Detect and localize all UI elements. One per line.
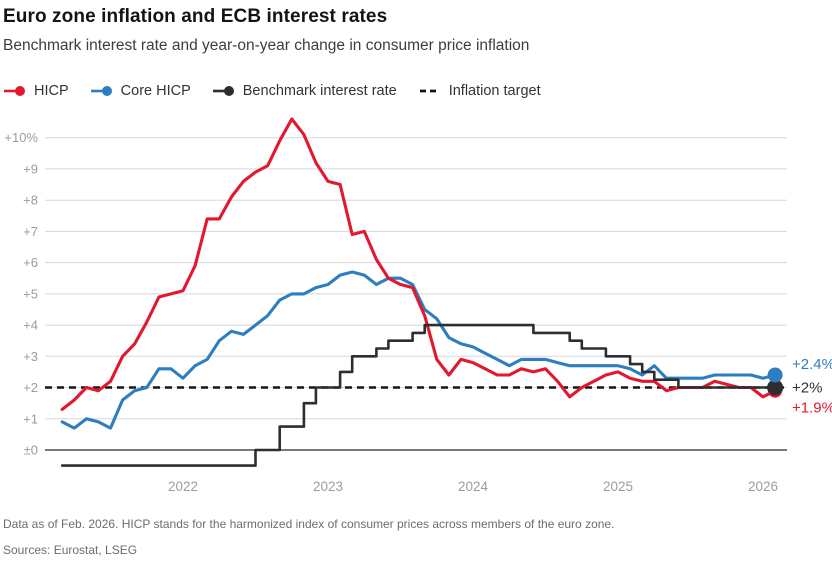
chart-legend: HICP Core HICP Benchmark interest rate I… — [3, 83, 541, 99]
legend-marker — [4, 86, 25, 96]
benchmark-interest-rate-line — [60, 323, 777, 467]
legend-item-hicp: HICP — [3, 83, 69, 99]
x-tick-label: 2025 — [603, 479, 633, 494]
hicp-line — [60, 117, 777, 411]
benchmark-end-dot — [767, 379, 784, 396]
x-tick-label: 2026 — [748, 479, 778, 494]
hicp-line-dot-icon — [3, 85, 27, 97]
y-tick-label: +10% — [4, 130, 38, 145]
legend-label-inflation-target: Inflation target — [448, 83, 541, 99]
legend-item-core-hicp: Core HICP — [90, 83, 191, 99]
y-tick-label: +3 — [23, 349, 38, 364]
legend-label-hicp: HICP — [34, 83, 69, 99]
legend-marker — [212, 86, 234, 96]
page-title: Euro zone inflation and ECB interest rat… — [3, 6, 388, 27]
legend-label-core-hicp: Core HICP — [120, 83, 191, 99]
chart-footnote: Data as of Feb. 2026. HICP stands for th… — [3, 517, 615, 531]
core-hicp-line — [60, 270, 777, 430]
y-tick-label: +1 — [23, 411, 38, 426]
y-tick-label: +9 — [23, 161, 38, 176]
y-tick-label: +7 — [23, 224, 38, 239]
inflation-target-dashes-icon — [418, 85, 442, 97]
legend-label-benchmark-rate: Benchmark interest rate — [242, 83, 397, 99]
end-label-hicp: +1.9% — [792, 400, 832, 417]
x-tick-label: 2024 — [458, 479, 489, 494]
legend-item-benchmark-rate: Benchmark interest rate — [212, 83, 397, 99]
x-tick-label: 2023 — [313, 479, 343, 494]
legend-marker — [90, 86, 112, 96]
y-tick-label: +2 — [23, 380, 38, 395]
end-label-benchmark-interest-rate: +2% — [792, 380, 822, 397]
chart-sources: Sources: Eurostat, LSEG — [3, 543, 138, 557]
y-tick-label: +4 — [23, 318, 38, 333]
legend-item-inflation-target: Inflation target — [418, 83, 541, 99]
core-hicp-line-dot-icon — [90, 85, 114, 97]
legend-marker — [419, 89, 440, 93]
y-tick-label: ±0 — [24, 443, 38, 458]
end-label-core-hicp: +2.4% — [792, 356, 832, 373]
x-tick-label: 2022 — [168, 479, 198, 494]
y-tick-label: +6 — [23, 255, 38, 270]
y-tick-label: +8 — [23, 193, 38, 208]
y-tick-label: +5 — [23, 286, 38, 301]
core-hicp-end-dot — [767, 367, 783, 383]
benchmark-rate-line-dot-icon — [212, 85, 236, 97]
page-subtitle: Benchmark interest rate and year-on-year… — [3, 37, 530, 54]
